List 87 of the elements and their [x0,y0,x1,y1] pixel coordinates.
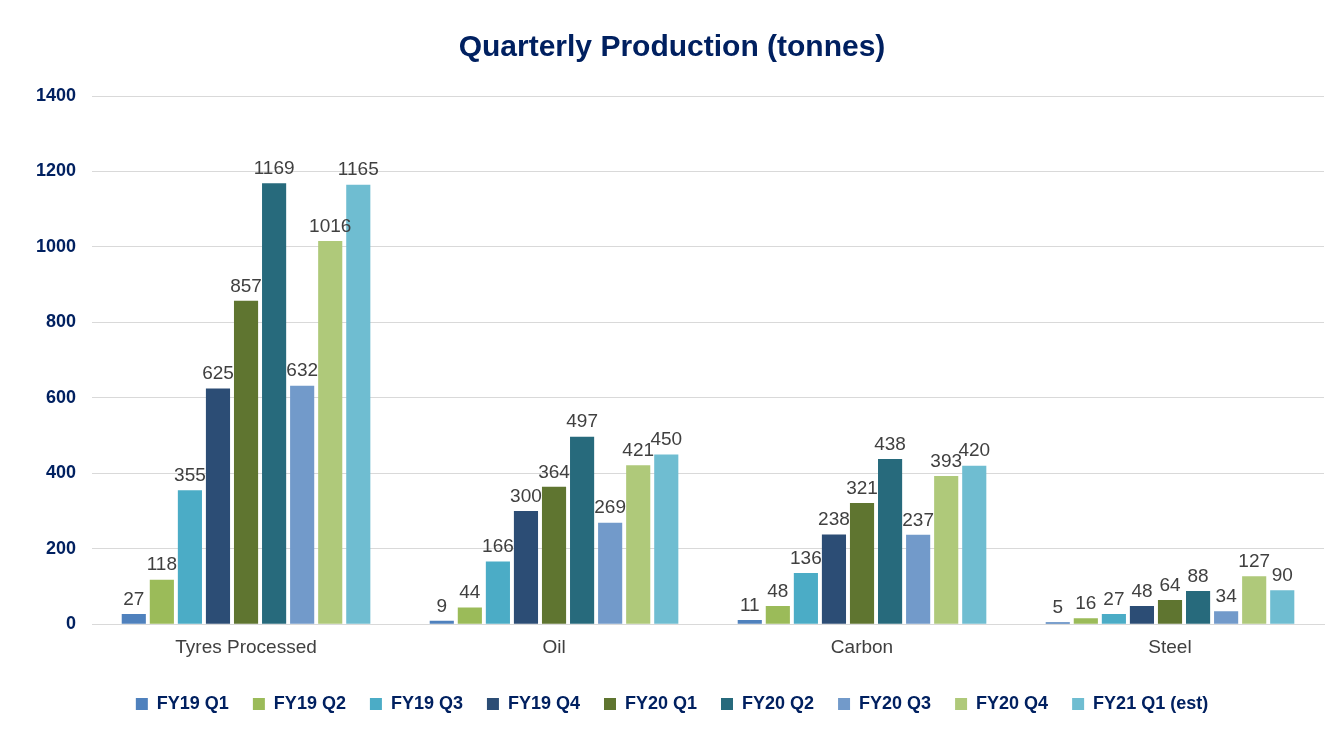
y-tick-label: 0 [66,613,77,634]
bar [934,475,959,624]
legend-label: FY20 Q2 [742,692,815,713]
y-tick-label: 1400 [36,84,77,105]
data-label: 632 [286,359,319,381]
data-label: 238 [818,508,850,530]
bar [1129,606,1155,624]
data-label: 1165 [337,158,379,180]
data-label: 127 [1238,550,1271,572]
data-label: 497 [566,410,598,432]
bar [121,614,146,624]
bar [1101,614,1126,624]
bar [541,486,567,624]
bar [1214,611,1239,624]
data-label: 166 [482,535,514,557]
y-tick-label: 1000 [36,235,77,256]
legend-label: FY21 Q1 (est) [1093,692,1209,713]
data-label: 34 [1215,585,1238,607]
bar [429,620,454,624]
data-label: 136 [790,546,822,568]
bar [205,388,231,624]
y-tick-label: 1200 [36,160,77,181]
data-label: 118 [146,553,177,575]
x-tick-label: Oil [542,635,566,657]
data-label: 48 [1131,579,1153,601]
bar [318,240,343,624]
bar [793,572,818,624]
data-label: 300 [510,484,542,506]
x-tick-label: Steel [1148,635,1192,657]
bar [513,511,539,624]
bar [233,300,259,624]
data-label: 90 [1271,563,1293,585]
bar [262,183,287,624]
bar [1242,576,1267,624]
data-label: 88 [1187,564,1209,586]
x-tick-label: Tyres Processed [175,635,317,657]
data-label: 1169 [253,156,295,178]
chart-title: Quarterly Production (tonnes) [458,29,886,63]
bar [626,465,651,624]
legend-label: FY20 Q4 [976,692,1049,713]
data-label: 64 [1159,573,1181,595]
data-label: 16 [1075,591,1097,613]
data-label: 44 [459,581,481,603]
data-label: 11 [739,593,760,615]
data-label: 438 [874,432,906,454]
data-label: 364 [538,460,571,482]
legend-label: FY20 Q1 [624,692,698,713]
y-tick-label: 400 [46,462,77,483]
bar [849,503,875,624]
data-label: 857 [230,274,262,296]
bar [149,579,174,624]
bar [1157,600,1183,624]
data-label: 9 [436,594,448,616]
bar [457,607,482,624]
bar [570,436,595,624]
x-tick-label: Carbon [830,635,894,657]
data-label: 27 [123,587,145,609]
data-label: 321 [846,476,878,498]
bar [1270,590,1295,624]
legend-label: FY19 Q1 [156,692,229,713]
bar [765,606,790,624]
bar [177,490,202,624]
bar [962,465,987,624]
bar [1186,591,1211,624]
bar [290,385,315,624]
y-tick-label: 200 [46,537,77,558]
legend-label: FY19 Q4 [507,692,580,713]
data-label: 5 [1052,596,1064,618]
data-label: 237 [902,508,934,530]
bar [878,458,903,624]
data-label: 269 [594,496,626,518]
bar [598,522,623,624]
y-tick-label: 800 [46,311,77,332]
bar [821,534,847,624]
bar [1073,618,1098,624]
data-label: 48 [767,579,789,601]
data-label: 355 [174,464,206,485]
bar [737,620,762,624]
data-label: 27 [1103,587,1125,609]
legend-label: FY20 Q3 [859,692,932,713]
bar [654,454,679,624]
legend-label: FY19 Q3 [390,692,463,713]
data-label: 625 [202,362,234,384]
bar [485,561,510,624]
y-tick-label: 600 [46,386,77,407]
bar [906,534,931,624]
legend-label: FY19 Q2 [273,692,346,713]
